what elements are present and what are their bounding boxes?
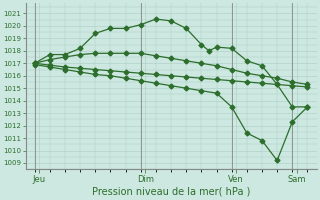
X-axis label: Pression niveau de la mer( hPa ): Pression niveau de la mer( hPa )	[92, 187, 250, 197]
